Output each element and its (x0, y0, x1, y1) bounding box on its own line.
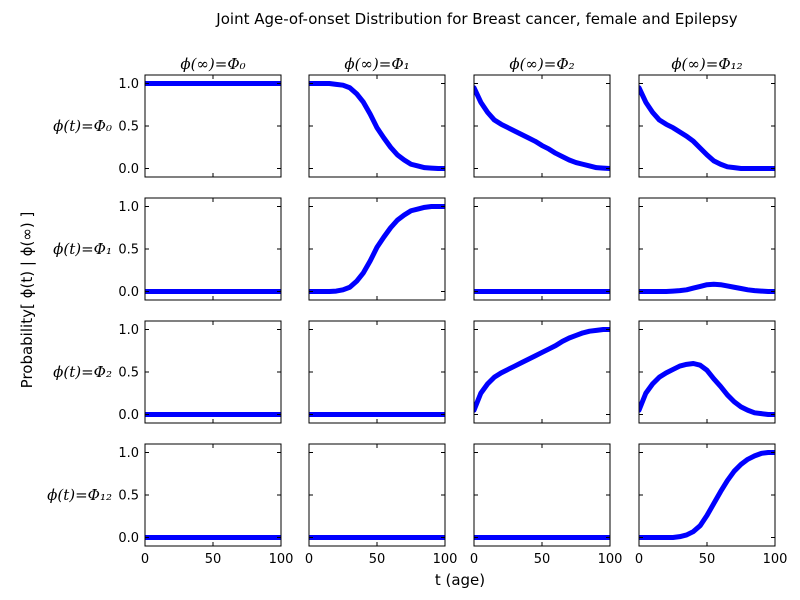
panel-r1-c2 (473, 197, 611, 301)
column-label: ϕ(∞)=Φ₂ (509, 55, 574, 73)
axes-frame (144, 443, 282, 547)
panel-r3-c0: 0 50 100 0.0 0.5 1.0 ϕ(t)=Φ₁₂ (47, 443, 294, 567)
series-line (474, 85, 610, 171)
panel-r2-c3 (638, 320, 776, 424)
x-tick-label: 50 (534, 552, 551, 567)
axes-frame (308, 443, 446, 547)
panel-r1-c1 (308, 197, 446, 301)
panel-r1-c0: 0.0 0.5 1.0 ϕ(t)=Φ₁ (53, 197, 282, 301)
panel-r1-c3 (638, 197, 776, 301)
y-tick-label: 0.5 (118, 243, 139, 258)
x-tick-label: 100 (598, 552, 623, 567)
y-axis-label: Probability[ ϕ(t) | ϕ(∞) ] (18, 212, 36, 389)
axes-frame (144, 320, 282, 424)
panel-r0-c0: 0.0 0.5 1.0 ϕ(∞)=Φ₀ ϕ(t)=Φ₀ (53, 55, 282, 178)
x-tick-label: 50 (699, 552, 716, 567)
x-axis-label: t (age) (435, 571, 485, 589)
x-tick-label: 0 (470, 552, 478, 567)
x-tick-label: 0 (141, 552, 149, 567)
y-tick-label: 1.0 (118, 77, 139, 92)
series-line (639, 450, 775, 540)
axes-frame (473, 443, 611, 547)
panel-r3-c3: 0 50 100 (635, 443, 788, 567)
x-tick-label: 0 (305, 552, 313, 567)
axes-frame (473, 197, 611, 301)
y-tick-label: 1.0 (118, 323, 139, 338)
axes-frame (308, 320, 446, 424)
axes-frame (638, 443, 776, 547)
y-tick-label: 0.0 (118, 162, 139, 177)
row-label: ϕ(t)=Φ₂ (53, 363, 112, 381)
panel-r0-c2: ϕ(∞)=Φ₂ (473, 55, 611, 178)
panel-r3-c2: 0 50 100 (470, 443, 623, 567)
column-label: ϕ(∞)=Φ₀ (180, 55, 245, 73)
x-tick-label: 50 (369, 552, 386, 567)
series-line (309, 81, 445, 171)
series-line (639, 281, 775, 294)
figure-title: Joint Age-of-onset Distribution for Brea… (215, 10, 738, 28)
panel-r2-c0: 0.0 0.5 1.0 ϕ(t)=Φ₂ (53, 320, 282, 424)
row-label: ϕ(t)=Φ₁₂ (47, 486, 112, 504)
series-line (309, 204, 445, 294)
axes-frame (144, 74, 282, 178)
panel-r3-c1: 0 50 100 (305, 443, 458, 567)
panel-r0-c1: ϕ(∞)=Φ₁ (308, 55, 446, 178)
x-tick-label: 100 (269, 552, 294, 567)
y-tick-label: 0.0 (118, 531, 139, 546)
row-label: ϕ(t)=Φ₁ (53, 240, 112, 258)
y-tick-label: 0.5 (118, 489, 139, 504)
y-tick-label: 0.5 (118, 366, 139, 381)
y-tick-label: 0.0 (118, 285, 139, 300)
panel-r2-c1 (308, 320, 446, 424)
axes-frame (473, 74, 611, 178)
axes-frame (473, 320, 611, 424)
axes-frame (144, 197, 282, 301)
series-line (639, 361, 775, 417)
panel-grid: 0.0 0.5 1.0 ϕ(∞)=Φ₀ ϕ(t)=Φ₀ ϕ(∞)=Φ₁ ϕ(∞)=Φ₂ ϕ(∞… (47, 55, 787, 567)
column-label: ϕ(∞)=Φ₁ (344, 55, 409, 73)
panel-r0-c3: ϕ(∞)=Φ₁₂ (638, 55, 776, 178)
panel-r2-c2 (473, 320, 611, 424)
y-tick-label: 0.0 (118, 408, 139, 423)
x-tick-label: 100 (763, 552, 788, 567)
axes-frame (638, 74, 776, 178)
x-tick-label: 100 (433, 552, 458, 567)
x-tick-label: 50 (205, 552, 222, 567)
y-tick-label: 0.5 (118, 120, 139, 135)
x-tick-label: 0 (635, 552, 643, 567)
y-tick-label: 1.0 (118, 446, 139, 461)
row-label: ϕ(t)=Φ₀ (53, 117, 112, 135)
series-line (474, 327, 610, 413)
column-label: ϕ(∞)=Φ₁₂ (671, 55, 742, 73)
y-tick-label: 1.0 (118, 200, 139, 215)
series-line (639, 85, 775, 171)
